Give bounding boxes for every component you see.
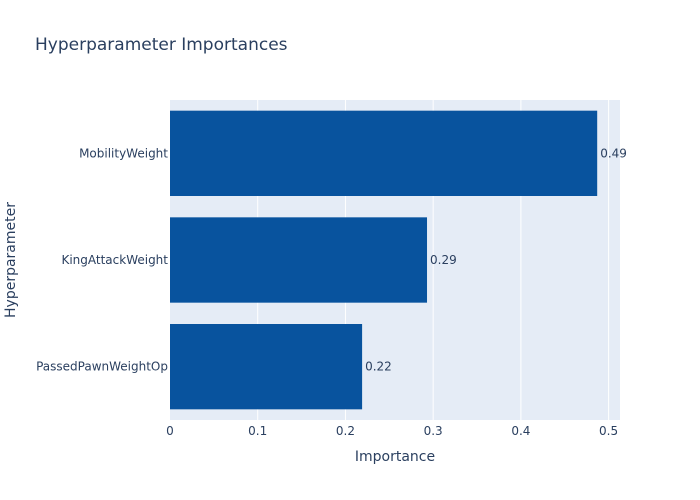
y-tick-label: KingAttackWeight (61, 253, 168, 267)
y-axis-ticks: MobilityWeight KingAttackWeight PassedPawn… (36, 146, 168, 373)
bar (170, 217, 428, 303)
x-axis-ticks: 0 0.1 0.2 0.3 0.4 0.5 (166, 424, 618, 438)
bar-value-label: 0.22 (365, 360, 392, 374)
y-tick-label: MobilityWeight (79, 146, 168, 160)
x-tick-label: 0.4 (511, 424, 530, 438)
x-tick-label: 0.5 (599, 424, 618, 438)
y-axis-title: Hyperparameter (3, 202, 19, 318)
chart-title: Hyperparameter Importances (35, 35, 288, 55)
x-tick-label: 0.1 (248, 424, 267, 438)
bar-value-label: 0.49 (600, 146, 627, 160)
x-tick-label: 0 (166, 424, 174, 438)
bar (170, 324, 363, 410)
y-tick-label: PassedPawnWeightOp (36, 360, 168, 374)
data-labels: 0.49 0.29 0.22 (365, 146, 627, 373)
bar (170, 110, 598, 196)
x-tick-label: 0.2 (336, 424, 355, 438)
bars (170, 110, 598, 410)
x-tick-label: 0.3 (424, 424, 443, 438)
x-axis-title: Importance (355, 449, 435, 465)
bar-value-label: 0.29 (430, 253, 457, 267)
